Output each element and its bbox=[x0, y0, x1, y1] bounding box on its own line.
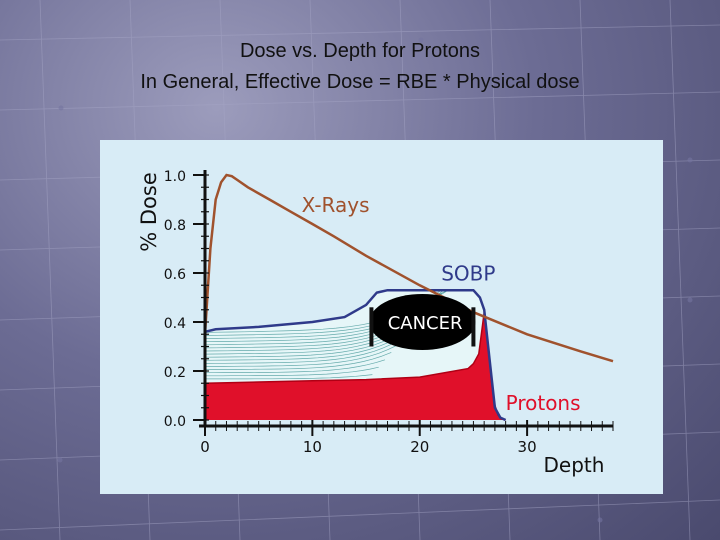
pristine-peak-curve bbox=[204, 322, 417, 358]
pristine-peak-curve bbox=[205, 344, 398, 367]
pristine-peak-curve bbox=[205, 359, 386, 374]
xrays-line bbox=[203, 173, 614, 363]
chart-panel: 0.0 0.2 0.4 0.6 0.8 1.0 0 10 20 30 % Dose Depth X-Ra… bbox=[100, 140, 663, 494]
pristine-peak-curve bbox=[204, 337, 405, 364]
x-tick-label: 20 bbox=[410, 438, 429, 456]
pristine-peak-curve bbox=[205, 374, 373, 380]
y-tick-label: 0.2 bbox=[164, 365, 186, 381]
annotation-xrays: X-Rays bbox=[302, 193, 370, 217]
slide-title: Dose vs. Depth for Protons bbox=[239, 40, 481, 62]
annotation-sobp: SOBP bbox=[441, 261, 495, 285]
x-tick-label: 0 bbox=[200, 438, 210, 456]
y-tick-label: 0.4 bbox=[164, 316, 186, 332]
pristine-peak-curve bbox=[204, 329, 411, 361]
y-tick-label: 0.8 bbox=[164, 218, 186, 234]
y-axis-label: % Dose bbox=[137, 172, 161, 252]
x-axis-label: Depth bbox=[544, 453, 605, 477]
pristine-peak-curve bbox=[205, 366, 379, 377]
slide-subtitle: In General, Effective Dose = RBE * Physi… bbox=[140, 71, 580, 93]
y-tick-label: 0.0 bbox=[164, 414, 186, 430]
x-tick-label: 30 bbox=[518, 438, 537, 456]
protons-area bbox=[205, 312, 506, 420]
x-tick-label: 10 bbox=[303, 438, 322, 456]
annotation-protons: Protons bbox=[506, 391, 581, 415]
cancer-region bbox=[369, 294, 476, 350]
sobp-line bbox=[204, 288, 507, 422]
y-tick-label: 1.0 bbox=[164, 169, 186, 185]
pristine-peak-curve bbox=[205, 352, 392, 370]
y-tick-label: 0.6 bbox=[164, 267, 186, 283]
annotation-cancer: CANCER bbox=[388, 313, 463, 334]
dose-depth-chart: 0.0 0.2 0.4 0.6 0.8 1.0 0 10 20 30 % Dose Depth X-Ra… bbox=[137, 169, 614, 477]
